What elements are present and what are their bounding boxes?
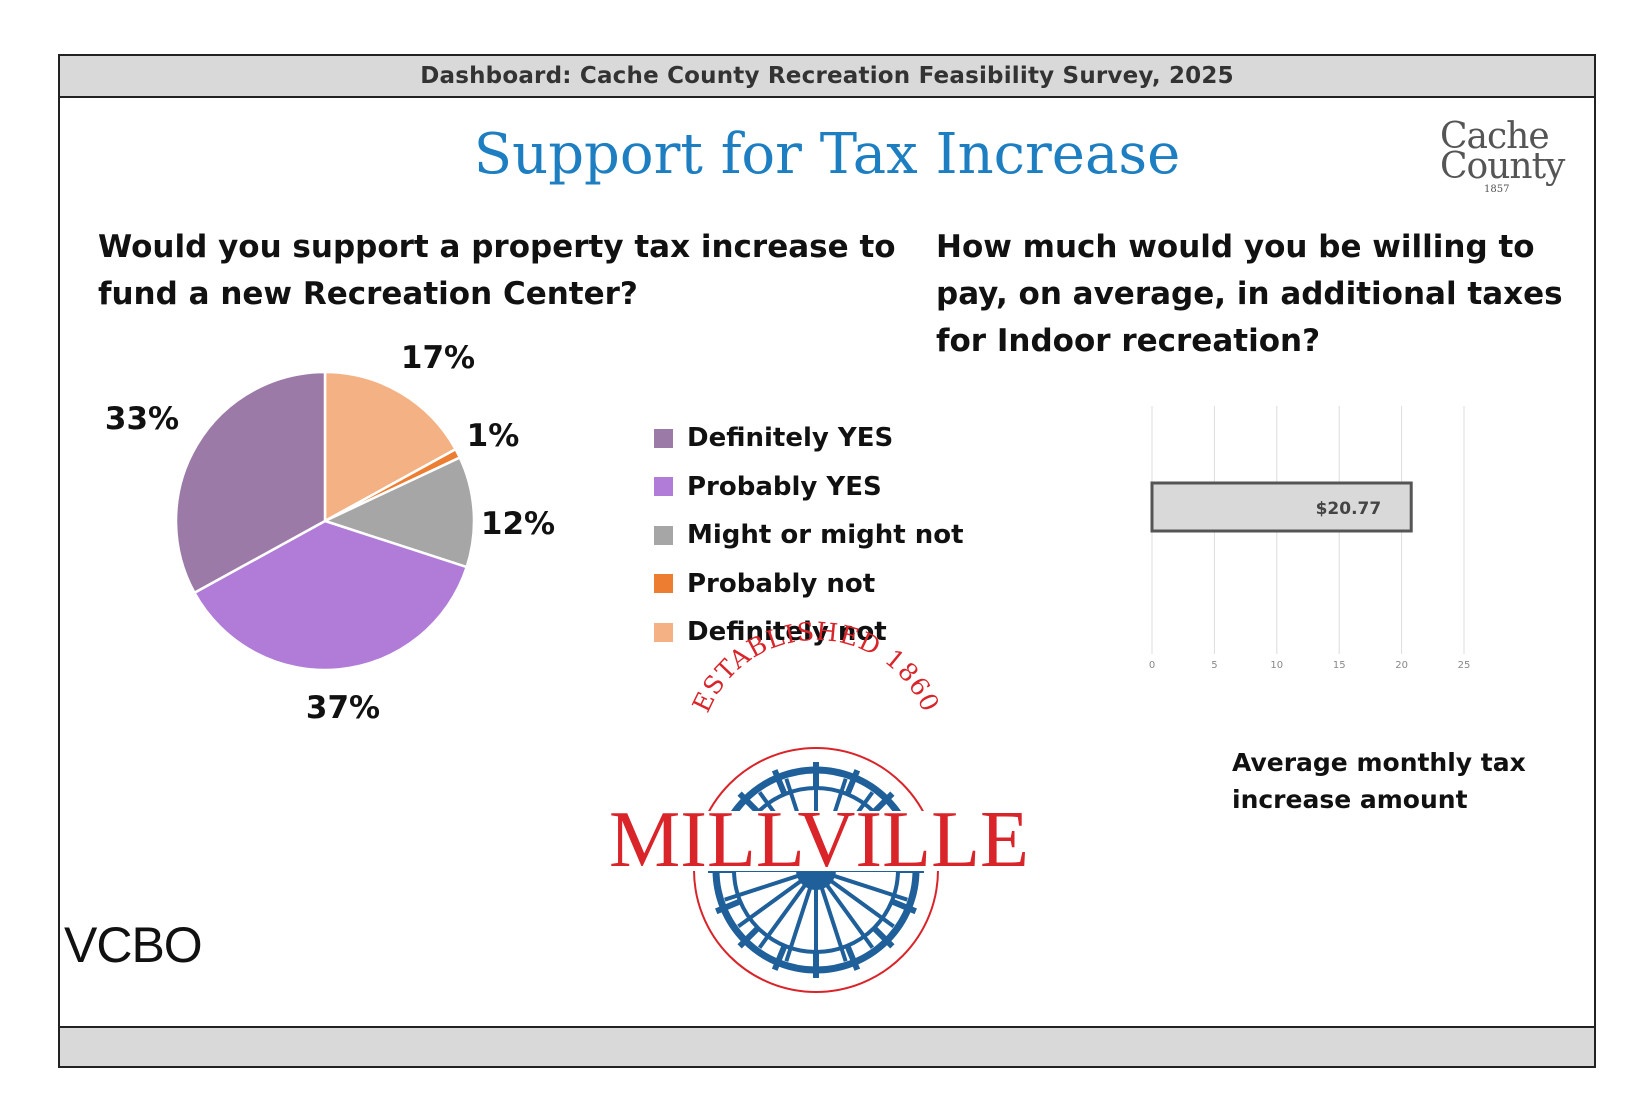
pie-data-label: 33% <box>105 401 179 437</box>
pie-data-label: 37% <box>306 690 380 726</box>
legend-item: Definitely YES <box>654 414 964 463</box>
page-title: Support for Tax Increase <box>473 122 1181 187</box>
pie-slice-definitely-yes <box>174 370 327 595</box>
bar-tick-label: 0 <box>1149 660 1155 671</box>
legend-item: Probably not <box>654 560 964 609</box>
vcbo-logo: VCBO <box>64 917 203 973</box>
cache-logo-line2: County <box>1440 146 1565 187</box>
bar-data-label: $20.77 <box>1316 499 1382 519</box>
legend-label: Probably not <box>687 568 876 599</box>
legend-swatch <box>654 622 673 642</box>
legend-swatch <box>654 477 673 497</box>
pie-slice-definitely-not <box>323 370 458 524</box>
legend-item: Might or might not <box>654 511 964 560</box>
pie-slice-might-or-might-not <box>321 455 476 569</box>
legend-item: Probably YES <box>654 463 964 512</box>
millville-wheel <box>693 747 939 993</box>
legend-label: Definitely not <box>687 617 887 648</box>
pie-data-label: 17% <box>401 340 475 376</box>
pie-data-label: 1% <box>467 418 520 454</box>
legend-label: Might or might not <box>687 520 964 551</box>
bar-chart: 0 5 10 15 20 25 $20.77 <box>1149 406 1471 671</box>
dashboard-frame: Dashboard: Cache County Recreation Feasi… <box>58 54 1596 1068</box>
cache-logo-year: 1857 <box>1484 184 1510 195</box>
bar-chart-title: How much would you be willing to pay, on… <box>936 229 1563 359</box>
legend-swatch <box>654 525 673 545</box>
legend-label: Probably YES <box>687 471 882 502</box>
millville-name: MILLVILLE <box>609 796 1029 884</box>
bar-mark <box>1150 481 1413 533</box>
pie-legend: Definitely YES Probably YES Might or might… <box>654 414 964 657</box>
bar-tick-label: 5 <box>1211 660 1217 671</box>
header-text: Dashboard: Cache County Recreation Feasi… <box>420 63 1234 89</box>
bar-tick-label: 20 <box>1395 660 1408 671</box>
cache-logo-line1: Cache <box>1440 116 1550 157</box>
bar-chart-xlabel: Average monthly tax increase amount <box>1232 748 1526 814</box>
legend-label: Definitely YES <box>687 423 894 454</box>
legend-item: Definitely not <box>654 608 964 657</box>
pie-data-label: 12% <box>481 506 555 542</box>
cache-county-logo: Cache County 1857 <box>1426 116 1586 196</box>
pie-chart-title: Would you support a property tax increas… <box>98 229 896 312</box>
bar-tick-label: 25 <box>1458 660 1471 671</box>
footer-bar <box>60 1026 1594 1066</box>
legend-swatch <box>654 428 673 448</box>
bar-tick-label: 15 <box>1333 660 1346 671</box>
pie-slice-probably-yes <box>192 519 469 672</box>
header-bar: Dashboard: Cache County Recreation Feasi… <box>60 56 1594 98</box>
legend-swatch <box>654 574 673 594</box>
bar-tick-label: 10 <box>1270 660 1283 671</box>
pie-chart: 17% 1% 12% 37% 33% <box>105 340 555 726</box>
